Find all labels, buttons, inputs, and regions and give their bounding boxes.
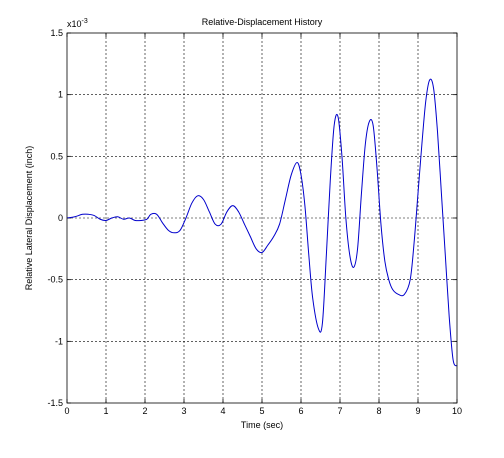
x-tick-label: 8 [376,406,381,416]
x-tick-label: 10 [452,406,462,416]
x-tick-label: 1 [103,406,108,416]
chart-title: Relative-Displacement History [202,17,323,27]
y-tick-label: 1 [58,90,63,100]
x-tick-label: 6 [298,406,303,416]
x-tick-label: 2 [142,406,147,416]
x-tick-label: 0 [64,406,69,416]
y-tick-label: 1.5 [50,28,63,38]
x-tick-label: 4 [220,406,225,416]
x-tick-label: 3 [181,406,186,416]
x-tick-label: 9 [415,406,420,416]
grid-lines [67,33,457,403]
y-tick-label: 0.5 [50,151,63,161]
plot-frame [66,32,458,404]
y-tick-label: -1 [55,336,63,346]
y-scale-exp: -3 [82,18,88,25]
x-axis-title: Time (sec) [241,420,283,430]
y-tick-label: -1.5 [47,398,63,408]
x-tick-label: 7 [337,406,342,416]
y-axis-title: Relative Lateral Displacement (inch) [24,146,34,291]
series-line [66,78,458,367]
x-tick-label: 5 [259,406,264,416]
y-tick-label: -0.5 [47,275,63,285]
y-scale-base: x10 [67,19,82,29]
y-scale-exponent-label: x10-3 [67,18,88,29]
tick-labels: 0 1 2 3 4 5 6 7 8 9 10 1.5 1 0.5 0 -0.5 -1 -1.5 [47,28,462,416]
y-tick-label: 0 [58,213,63,223]
